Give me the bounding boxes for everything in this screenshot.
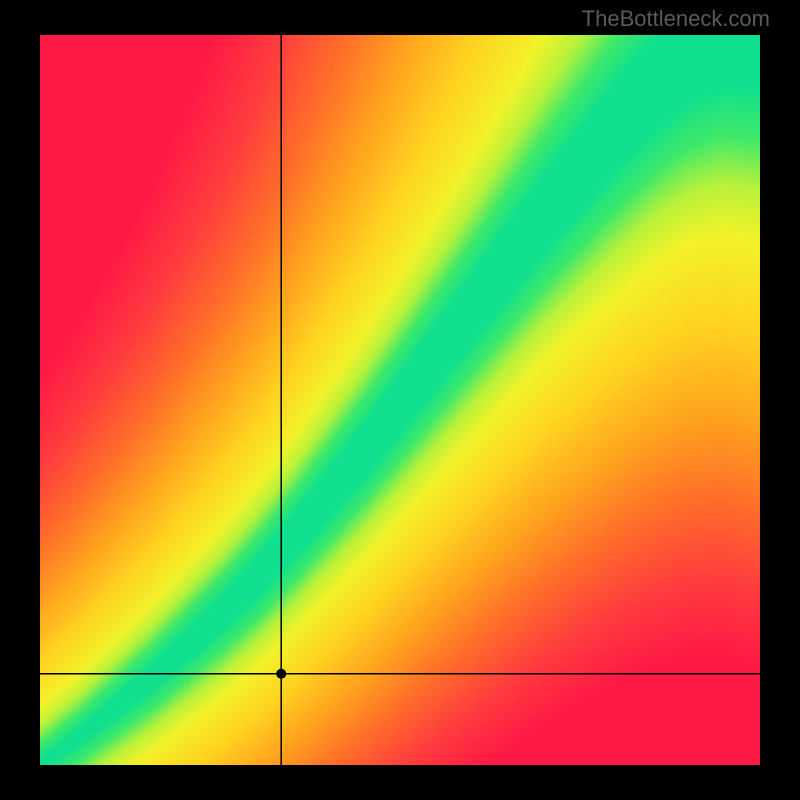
figure-container: TheBottleneck.com — [0, 0, 800, 800]
source-watermark: TheBottleneck.com — [582, 6, 770, 32]
crosshair-overlay — [40, 35, 760, 765]
